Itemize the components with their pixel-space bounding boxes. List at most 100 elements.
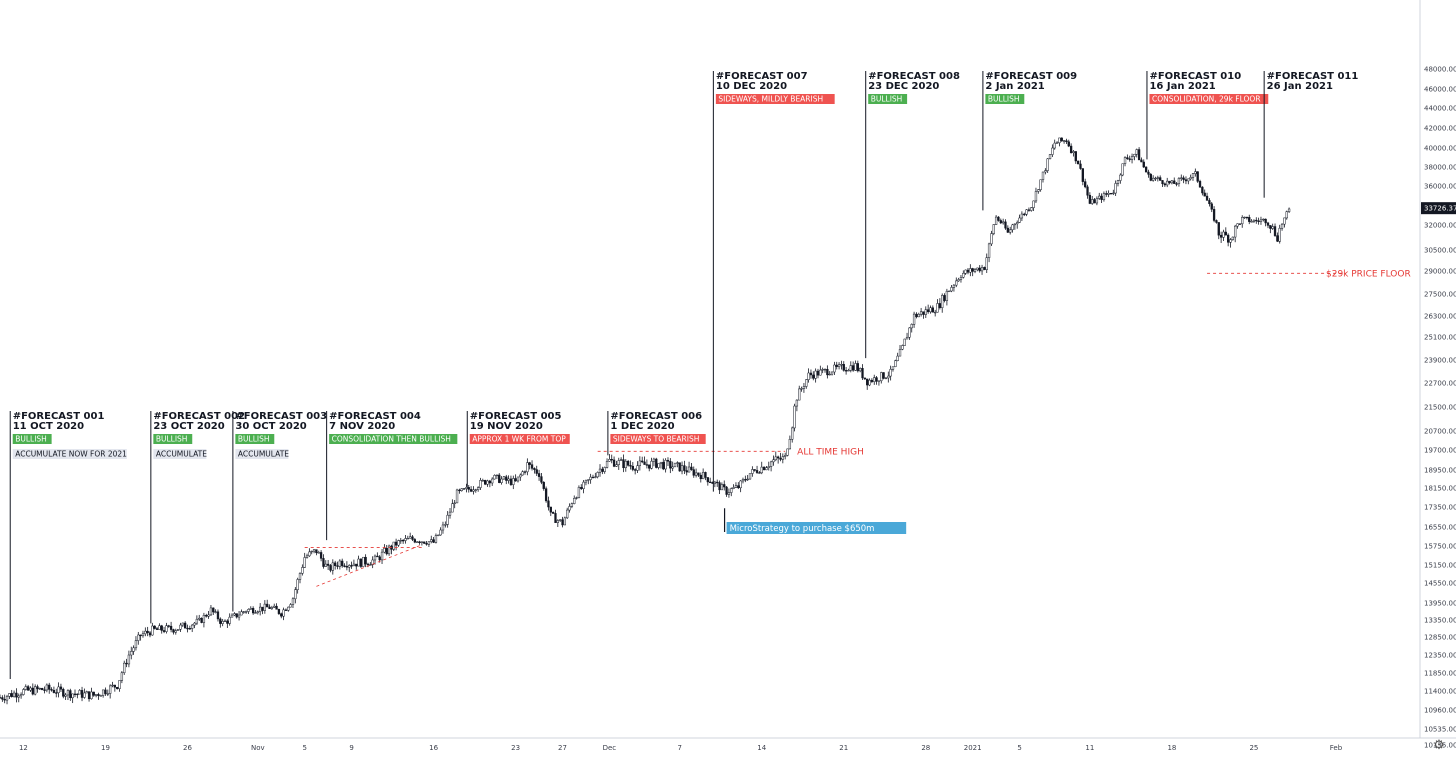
candle-body <box>530 464 534 469</box>
candle-body <box>1112 192 1115 195</box>
candle-body <box>158 625 161 630</box>
candle-body <box>835 364 838 367</box>
candle-body <box>301 567 304 574</box>
candle-body <box>1065 140 1068 143</box>
candle-body <box>146 630 149 633</box>
candle-body <box>676 462 679 464</box>
candle-body <box>1095 198 1099 204</box>
candle-body <box>833 364 836 373</box>
candle-body <box>94 694 98 696</box>
candle-body <box>1084 181 1087 188</box>
candle-body <box>926 309 930 313</box>
candle-body <box>718 482 721 491</box>
candle-body <box>936 303 939 313</box>
candle-body <box>755 470 759 473</box>
y-tick-label: 18950.00 <box>1424 467 1456 475</box>
candle-body <box>1116 180 1120 184</box>
candle-body <box>132 647 135 652</box>
candle-body <box>751 469 754 474</box>
candle-body <box>917 314 920 318</box>
y-tick-label: 48000.00 <box>1424 66 1456 74</box>
candle-body <box>1088 194 1092 204</box>
candle-body <box>826 368 829 376</box>
candle-body <box>1020 213 1024 219</box>
candle-body <box>1128 158 1131 160</box>
candle-body <box>992 224 995 234</box>
forecast-date: 2 Jan 2021 <box>985 81 1044 92</box>
candle-body <box>141 633 145 637</box>
candle-body <box>66 690 70 696</box>
forecast-tag-background <box>235 434 275 444</box>
candle-body <box>556 520 559 523</box>
candle-body <box>219 618 222 624</box>
forecast-title: #FORECAST 004 <box>329 411 421 422</box>
candle-body <box>840 364 843 366</box>
candle-body <box>512 478 515 485</box>
candle-body <box>791 427 794 440</box>
candle-body <box>1100 195 1103 200</box>
candle-body <box>622 459 625 469</box>
candle-body <box>793 405 796 429</box>
candle-body <box>111 684 114 687</box>
candle-body <box>423 541 426 544</box>
candle-body <box>1 697 4 700</box>
candle-body <box>971 268 974 272</box>
candle-body <box>1187 178 1190 182</box>
candle-body <box>472 489 475 492</box>
candle-body <box>1156 177 1159 179</box>
forecast-tag-background <box>12 434 52 444</box>
candle-body <box>1219 234 1223 238</box>
candle-body <box>566 509 569 519</box>
forecast-tag: BULLISH <box>988 95 1020 104</box>
candle-body <box>242 611 245 613</box>
candle-body <box>198 617 201 620</box>
x-tick-label: 21 <box>839 744 848 752</box>
forecast-date: 23 DEC 2020 <box>868 81 939 92</box>
candle-body <box>1119 174 1122 181</box>
candle-body <box>807 372 810 380</box>
candle-body <box>812 374 815 379</box>
settings-gear-icon[interactable]: ⚙ <box>1433 738 1445 753</box>
candle-body <box>1074 151 1077 162</box>
y-tick-label: 38000.00 <box>1424 164 1456 172</box>
candle-body <box>894 360 897 368</box>
candle-body <box>645 464 649 466</box>
candle-body <box>1189 177 1192 180</box>
candle-body <box>767 466 770 468</box>
candle-body <box>359 558 363 567</box>
candle-body <box>1027 209 1031 211</box>
candle-body <box>116 686 119 689</box>
candle-body <box>409 536 412 539</box>
forecast-title: #FORECAST 003 <box>235 411 327 422</box>
candle-body <box>5 696 9 701</box>
candle-body <box>983 267 986 270</box>
candle-body <box>495 474 499 477</box>
y-tick-label: 15750.00 <box>1424 543 1456 551</box>
candle-body <box>664 459 667 470</box>
candle-body <box>62 688 65 697</box>
candle-body <box>441 524 445 531</box>
candle-body <box>802 386 806 389</box>
candle-body <box>563 517 567 526</box>
y-tick-label: 29000.00 <box>1424 268 1456 276</box>
candle-body <box>268 606 271 609</box>
candle-body <box>212 607 215 613</box>
candle-body <box>1144 166 1148 173</box>
candle-body <box>866 378 869 386</box>
candle-body <box>188 628 191 630</box>
candle-body <box>176 629 180 631</box>
candle-body <box>924 309 927 315</box>
candle-body <box>922 311 925 315</box>
candle-body <box>746 478 749 481</box>
candle-body <box>373 555 377 561</box>
candle-body <box>425 543 428 545</box>
candle-body <box>1163 183 1167 186</box>
candle-body <box>659 461 663 464</box>
forecast-note: ACCUMULATE NOW FOR 2021 <box>15 450 127 459</box>
candle-body <box>484 480 487 485</box>
candle-body <box>34 686 37 695</box>
candle-body <box>582 481 585 489</box>
candle-body <box>92 691 95 696</box>
candle-body <box>179 624 182 630</box>
